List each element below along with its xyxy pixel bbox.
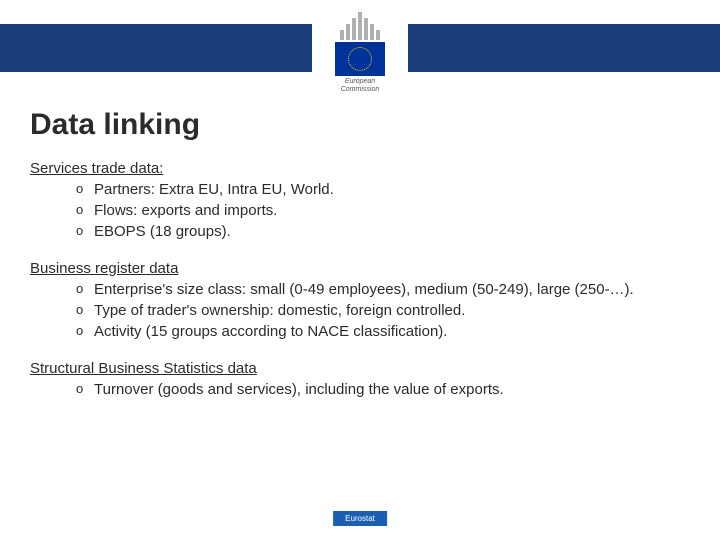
list-item: Type of trader's ownership: domestic, fo… bbox=[76, 300, 690, 321]
footer-eurostat-tag: Eurostat bbox=[333, 511, 387, 526]
eu-flag-icon bbox=[335, 42, 385, 76]
slide-header: European Commission bbox=[0, 0, 720, 72]
bullet-list: Partners: Extra EU, Intra EU, World. Flo… bbox=[30, 179, 690, 242]
list-item: EBOPS (18 groups). bbox=[76, 221, 690, 242]
ec-logo-stripes-icon bbox=[333, 10, 387, 40]
ec-logo-label-line2: Commission bbox=[341, 86, 380, 93]
list-item: Partners: Extra EU, Intra EU, World. bbox=[76, 179, 690, 200]
list-item: Activity (15 groups according to NACE cl… bbox=[76, 321, 690, 342]
page-title: Data linking bbox=[30, 108, 690, 142]
list-item: Turnover (goods and services), including… bbox=[76, 379, 690, 400]
slide-content: Data linking Services trade data: Partne… bbox=[0, 72, 720, 400]
section-services-trade: Services trade data: Partners: Extra EU,… bbox=[30, 160, 690, 242]
ec-logo-label-line1: European bbox=[345, 78, 375, 85]
section-structural-stats: Structural Business Statistics data Turn… bbox=[30, 360, 690, 400]
bullet-list: Turnover (goods and services), including… bbox=[30, 379, 690, 400]
list-item: Flows: exports and imports. bbox=[76, 200, 690, 221]
list-item: Enterprise's size class: small (0-49 emp… bbox=[76, 279, 690, 300]
section-heading: Structural Business Statistics data bbox=[30, 360, 690, 377]
bullet-list: Enterprise's size class: small (0-49 emp… bbox=[30, 279, 690, 342]
ec-logo: European Commission bbox=[312, 6, 408, 96]
section-business-register: Business register data Enterprise's size… bbox=[30, 260, 690, 342]
section-heading: Services trade data: bbox=[30, 160, 690, 177]
section-heading: Business register data bbox=[30, 260, 690, 277]
ec-logo-label: European Commission bbox=[341, 78, 380, 93]
